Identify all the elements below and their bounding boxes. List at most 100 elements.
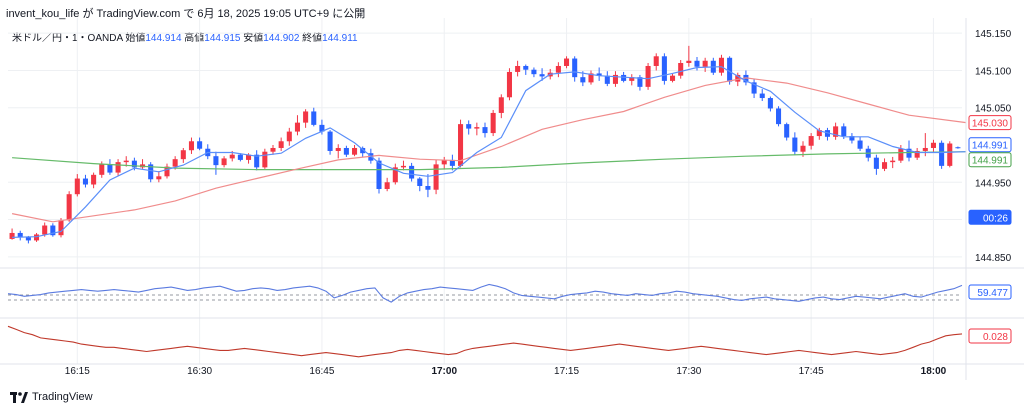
candle-body xyxy=(490,112,496,134)
candle xyxy=(572,56,578,82)
candle xyxy=(148,162,154,183)
price-badge-last-label: 144.991 xyxy=(972,141,1009,152)
x-tick-label: 16:45 xyxy=(309,366,334,377)
candle xyxy=(604,71,610,87)
countdown-badge-label: 00:26 xyxy=(983,213,1008,224)
y-tick-label: 145.100 xyxy=(975,66,1012,77)
low-label: 安値 xyxy=(243,33,264,44)
second-oscillator-pane: 0.000 xyxy=(7,325,1008,358)
candle xyxy=(107,159,113,175)
candle xyxy=(792,132,798,155)
candle xyxy=(392,163,398,185)
candle xyxy=(767,96,773,112)
x-tick-label: 18:00 xyxy=(921,366,947,377)
candle-body xyxy=(580,77,586,83)
candle-body xyxy=(914,150,920,158)
candle-body xyxy=(180,150,186,160)
candle xyxy=(286,127,292,146)
candle xyxy=(42,222,48,237)
candle-body xyxy=(409,165,415,179)
oscillator-value-badge-box xyxy=(968,284,1012,300)
price-badge-sma-mid-label: 145.030 xyxy=(972,119,1009,130)
candle xyxy=(702,57,708,72)
candle-body xyxy=(743,74,749,83)
chart-legend: 米ドル／円・1・OANDA 始値144.914 高値144.915 安値144.… xyxy=(12,29,358,44)
candle xyxy=(784,122,790,141)
candle-body xyxy=(360,147,366,154)
x-tick-label: 16:30 xyxy=(187,366,212,377)
candle xyxy=(303,109,309,128)
candle xyxy=(612,71,618,87)
candle-body xyxy=(246,154,252,160)
candle-body xyxy=(767,98,773,109)
x-tick-label: 16:15 xyxy=(65,366,90,377)
candle-body xyxy=(800,145,806,152)
candle-body xyxy=(335,147,341,151)
candle xyxy=(759,89,765,102)
candle xyxy=(278,137,284,151)
candle-body xyxy=(303,111,309,123)
candle xyxy=(890,156,896,169)
candle-body xyxy=(343,147,349,155)
candle xyxy=(425,174,431,198)
candle xyxy=(939,140,945,169)
candle xyxy=(262,148,268,169)
candle xyxy=(490,109,496,137)
oscillator-line xyxy=(7,283,963,303)
candle-body xyxy=(254,154,260,168)
low-value: 144.902 xyxy=(263,33,300,44)
candle-body xyxy=(735,74,741,82)
price-badges: 145.030 144.991 144.991 00:26 59.477 0.028 xyxy=(968,115,1012,344)
countdown-badge: 00:26 xyxy=(968,209,1012,225)
candle xyxy=(824,127,830,141)
x-tick-label: 17:00 xyxy=(431,366,457,377)
candle-body xyxy=(751,82,757,94)
candle-body xyxy=(694,60,700,67)
symbol-label[interactable]: 米ドル／円・1・OANDA xyxy=(12,33,123,44)
candle xyxy=(727,56,733,85)
candle-body xyxy=(841,126,847,137)
candle xyxy=(955,146,961,149)
axes: 145.150145.100145.050144.950144.900144.8… xyxy=(0,18,1024,380)
candle-body xyxy=(890,160,896,163)
candle-body xyxy=(523,65,529,70)
candle xyxy=(82,174,88,188)
candle-body xyxy=(417,178,423,186)
brand-name: TradingView xyxy=(32,391,93,403)
price-badge-sma-slow: 144.991 xyxy=(968,152,1012,168)
candle xyxy=(34,232,40,242)
candle-body xyxy=(857,140,863,149)
candle-body xyxy=(441,159,447,165)
price-badge-last: 144.991 xyxy=(968,137,1012,153)
candle-body xyxy=(678,63,684,76)
candle xyxy=(91,172,97,189)
candle-body xyxy=(637,77,643,87)
candle xyxy=(466,120,472,135)
candle xyxy=(327,130,333,155)
candle-body xyxy=(833,126,839,137)
candle-body xyxy=(482,127,488,134)
candle-body xyxy=(898,148,904,161)
candle-body xyxy=(670,75,676,81)
candle xyxy=(376,157,382,194)
candle-body xyxy=(148,164,154,180)
y-tick-label: 145.050 xyxy=(975,104,1012,115)
candle-body xyxy=(115,162,121,173)
candle-body xyxy=(66,194,72,221)
candle xyxy=(564,56,570,69)
candle-body xyxy=(131,160,137,168)
oscillator-value-badge: 59.477 xyxy=(968,284,1012,300)
candle xyxy=(718,54,724,76)
candle-body xyxy=(237,154,243,160)
candle xyxy=(596,67,602,81)
price-badge-sma-mid: 145.030 xyxy=(968,115,1012,131)
candle-body xyxy=(286,131,292,142)
candle-body xyxy=(384,182,390,189)
candle-body xyxy=(458,124,464,166)
candle xyxy=(433,159,439,195)
candle xyxy=(947,141,953,168)
candle xyxy=(140,159,146,169)
candle-body xyxy=(91,174,97,185)
candle xyxy=(686,45,692,67)
